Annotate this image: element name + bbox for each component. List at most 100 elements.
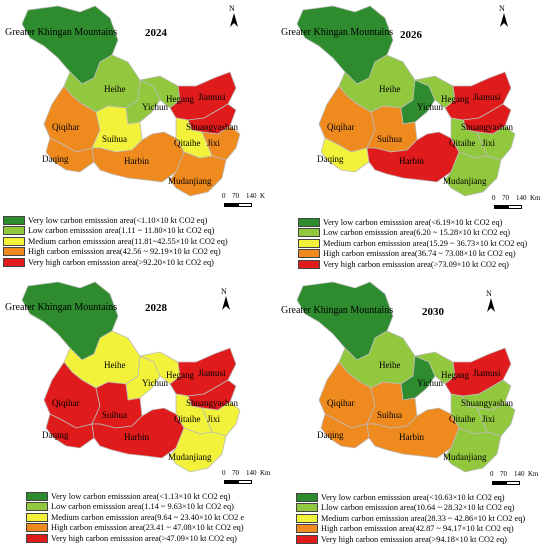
city-label-yichun: Yichun	[142, 378, 168, 388]
legend-swatch	[296, 513, 318, 523]
legend-swatch	[298, 217, 320, 227]
scale-tick-1: 70	[500, 470, 507, 478]
legend-label: Medium carbon emisssion area(9.64 ~ 23.4…	[51, 512, 245, 522]
city-label-heihe: Heihe	[379, 84, 401, 94]
legend: Very low carbon emisssion area(<6.19×10 …	[298, 217, 527, 270]
city-label-qiqihar: Qiqihar	[52, 122, 80, 132]
map-year: 2030	[422, 306, 444, 318]
scale-tick-2: 140	[516, 194, 527, 202]
city-label-suihua: Suihua	[102, 410, 127, 420]
legend-item: Very high carbon emisssion area(>47.09×1…	[26, 533, 244, 544]
legend-swatch	[26, 523, 48, 533]
legend-label: Medium carbon emisssion area(11.81~42.55…	[28, 236, 228, 246]
scale-tick-1: 70	[232, 192, 239, 200]
scale-bar: 0 70 140 Km	[222, 469, 275, 487]
legend-swatch	[3, 236, 25, 246]
city-label-qitaihe: Qitaihe	[174, 414, 201, 424]
scale-tick-2: 140	[246, 192, 257, 200]
north-label: N	[486, 289, 492, 298]
scale-tick-0: 0	[492, 194, 496, 202]
map-title: Greater Khingan Mountains	[5, 27, 118, 38]
map-year: 2026	[400, 29, 422, 41]
legend-swatch	[298, 238, 320, 248]
legend-label: Low carbon emisssion area(1.14 ~ 9.63×10…	[51, 502, 234, 512]
map-panel-2028: Heihe Yichun Hegang Jiamusi Shuangyashan Qita…	[0, 276, 275, 551]
region-mudanjiang	[169, 427, 227, 473]
city-label-harbin: Harbin	[399, 156, 424, 166]
legend-swatch	[298, 249, 320, 259]
scale-tick-0: 0	[490, 470, 494, 478]
scale-tick-2: 140	[246, 469, 257, 477]
legend-swatch	[26, 533, 48, 543]
city-label-daqing: Daqing	[317, 430, 344, 440]
scale-tick-0: 0	[222, 192, 226, 200]
legend: Very low carbon emisssion area(<10.63×10…	[296, 492, 525, 545]
legend-swatch	[3, 257, 25, 267]
legend-swatch	[296, 492, 318, 502]
city-label-qiqihar: Qiqihar	[327, 122, 355, 132]
scale-bar: 0 70 140 K	[222, 192, 275, 210]
north-arrow-icon: N	[227, 4, 241, 29]
legend-item: High carbon emisssion area(42.56 ~ 92.19…	[3, 247, 228, 258]
city-label-yichun: Yichun	[417, 378, 443, 388]
legend-swatch	[3, 215, 25, 225]
city-label-jiamusi: Jiamusi	[198, 92, 226, 102]
city-label-qitaihe: Qitaihe	[449, 414, 476, 424]
city-label-harbin: Harbin	[124, 156, 149, 166]
legend-swatch	[3, 226, 25, 236]
legend-swatch	[296, 534, 318, 544]
legend-label: Very low carbon emisssion area(<1.13×10 …	[51, 491, 231, 501]
scale-bar: 0 70 140 Km	[492, 194, 550, 212]
region-mudanjiang	[444, 427, 502, 473]
legend-swatch	[26, 512, 48, 522]
region-daqing	[320, 413, 370, 449]
city-label-heihe: Heihe	[104, 360, 126, 370]
legend-swatch	[298, 259, 320, 269]
scale-unit: Km	[528, 470, 539, 478]
legend-item: Very low carbon emisssion area(<10.63×10…	[296, 492, 525, 503]
city-label-heihe: Heihe	[379, 360, 401, 370]
region-daqing	[45, 413, 95, 449]
legend-item: Low carbon emisssion area(6.20 ~ 15.28×1…	[298, 228, 527, 239]
legend-item: Very high carbon emisssion area(>94.18×1…	[296, 534, 525, 545]
legend-item: Very low carbon emisssion area(<1.10×10 …	[3, 215, 228, 226]
city-label-mudanjiang: Mudanjiang	[168, 452, 212, 462]
legend-item: Medium carbon emisssion area(28.33 ~ 42.…	[296, 513, 525, 524]
region-mudanjiang	[169, 151, 227, 197]
city-label-suihua: Suihua	[102, 134, 127, 144]
city-label-harbin: Harbin	[124, 432, 149, 442]
legend-item: High carbon emisssion area(42.87 ~ 94.17…	[296, 524, 525, 535]
city-label-shuangyashan: Shuangyashan	[186, 122, 238, 132]
city-label-yichun: Yichun	[417, 102, 443, 112]
legend-swatch	[26, 491, 48, 501]
north-arrow-icon: N	[219, 287, 233, 312]
legend-label: High carbon emisssion area(36.74 ~ 73.08…	[323, 249, 516, 259]
legend-item: Medium carbon emisssion area(15.29 ~ 36.…	[298, 238, 527, 249]
legend-item: Medium carbon emisssion area(9.64 ~ 23.4…	[26, 512, 244, 523]
city-label-jixi: Jixi	[207, 138, 221, 148]
city-label-suihua: Suihua	[377, 134, 402, 144]
legend-label: Llow carbon emisssion area(10.64 ~ 28.32…	[321, 503, 515, 513]
legend-item: High carbon emisssion area(36.74 ~ 73.08…	[298, 249, 527, 260]
legend-label: High carbon emisssion area(23.41 ~ 47.08…	[51, 523, 244, 533]
map-title: Greater Khingan Mountains	[5, 302, 118, 313]
scale-tick-1: 70	[502, 194, 509, 202]
north-arrow-icon: N	[497, 4, 511, 29]
region-daqing	[320, 137, 370, 173]
north-label: N	[499, 4, 505, 13]
legend: Very low carbon emisssion area(<1.10×10 …	[3, 215, 228, 268]
legend-label: Very low carbon emisssion area(<1.10×10 …	[28, 215, 208, 225]
legend-swatch	[296, 503, 318, 513]
scale-unit: Km	[260, 469, 271, 477]
map-panel-2026: Heihe Yichun Hegang Jiamusi Shuangyashan Qita…	[275, 0, 550, 275]
city-label-jixi: Jixi	[482, 138, 496, 148]
legend-label: Very high carbon emisssion area(>94.18×1…	[321, 534, 507, 544]
scale-unit: Km	[530, 194, 541, 202]
legend: Very low carbon emisssion area(<1.13×10 …	[26, 491, 244, 544]
city-label-qitaihe: Qitaihe	[449, 138, 476, 148]
city-label-qiqihar: Qiqihar	[327, 398, 355, 408]
north-label: N	[229, 4, 235, 13]
city-label-shuangyashan: Shuangyashan	[461, 398, 513, 408]
